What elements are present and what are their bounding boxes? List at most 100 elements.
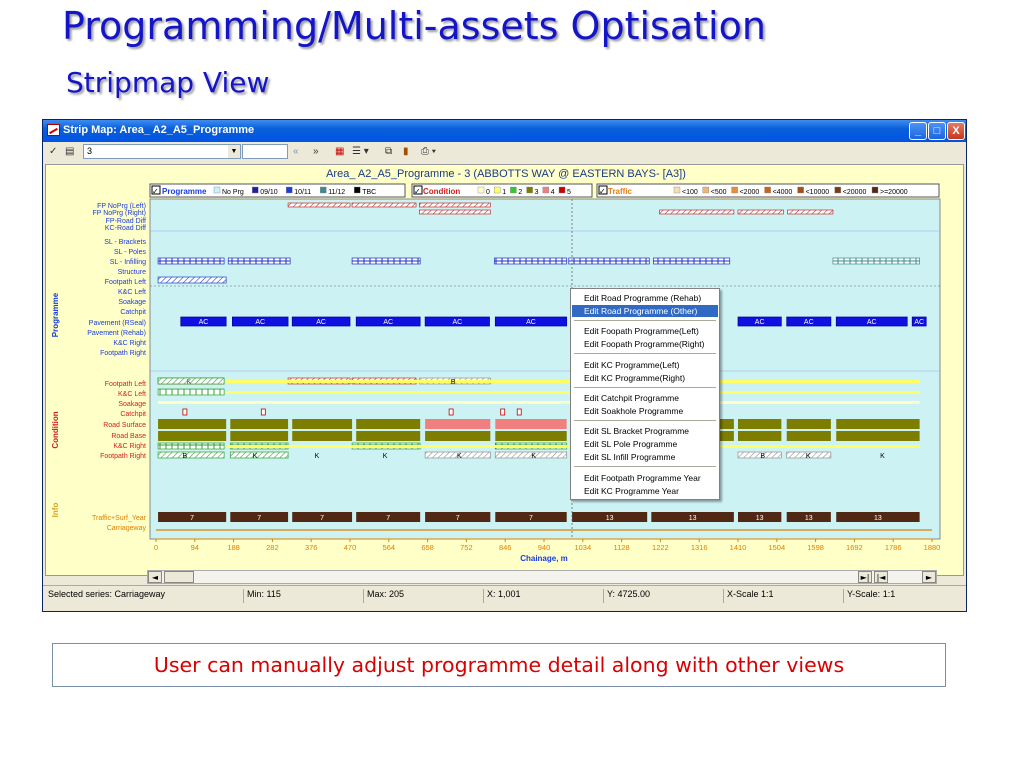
pavement-rseal-segment[interactable] (737, 316, 782, 327)
traffic-segment[interactable] (495, 512, 567, 522)
road-base-segment[interactable] (230, 431, 289, 441)
nav-forward-button[interactable]: » (313, 146, 319, 157)
pavement-rseal-segment[interactable] (180, 316, 227, 327)
sl-infill-segment[interactable] (653, 257, 731, 265)
menu-item-footpath-left[interactable]: Edit Foopath Programme(Left) (584, 326, 699, 336)
cond-footpath-left[interactable] (157, 377, 225, 385)
list-icon[interactable]: ☰ ▾ (352, 146, 369, 157)
close-button[interactable]: X (947, 122, 965, 140)
menu-item-kc-left[interactable]: Edit KC Programme(Left) (584, 360, 680, 370)
pavement-rseal-segment[interactable] (291, 316, 351, 327)
road-base-segment[interactable] (738, 431, 782, 441)
road-base-segment[interactable] (786, 431, 831, 441)
menu-item-soakhole[interactable]: Edit Soakhole Programme (584, 406, 684, 416)
legend-programme[interactable]: ✓ Programme No Prg 09/10 10/11 11/12 TBC (149, 183, 406, 198)
scroll-end-right-button[interactable]: ►| (858, 571, 872, 583)
pavement-rseal-segment[interactable] (911, 316, 927, 327)
sl-infill-segment[interactable] (832, 257, 920, 265)
legend-traffic[interactable]: ✓ Traffic <100 <500 <2000 <4000 <10000 <20000… (596, 183, 940, 198)
pavement-rseal-segment[interactable] (232, 316, 289, 327)
cond-kc-right[interactable] (157, 442, 225, 450)
copy-2-icon[interactable]: ⧉ (385, 146, 393, 157)
window-titlebar[interactable]: Strip Map: Area_ A2_A5_Programme _ □ X (43, 120, 966, 142)
road-base-segment[interactable] (495, 431, 567, 441)
traffic-segment[interactable] (738, 512, 782, 522)
sl-infill-segment[interactable] (227, 257, 291, 265)
catchpit-marker[interactable] (448, 408, 454, 416)
horizontal-scrollbar[interactable]: ◄ ►| |◄ ► (147, 570, 937, 584)
fp-noprg-segment[interactable] (287, 202, 351, 208)
minimize-button[interactable]: _ (909, 122, 927, 140)
stripmap-plot[interactable]: Area_ A2_A5_Programme - 3 (ABBOTTS WAY @… (45, 164, 964, 576)
nav-back-button[interactable]: « (293, 146, 299, 157)
traffic-segment[interactable] (230, 512, 289, 522)
road-surface-segment[interactable] (836, 419, 920, 429)
chevron-down-icon[interactable]: ▼ (228, 145, 240, 158)
menu-item-footpath-year[interactable]: Edit Footpath Programme Year (584, 473, 701, 483)
cond-footpath-right[interactable] (157, 451, 225, 459)
sl-infill-segment[interactable] (494, 257, 568, 265)
traffic-segment[interactable] (425, 512, 491, 522)
road-base-segment[interactable] (836, 431, 920, 441)
road-surface-segment[interactable] (158, 419, 227, 429)
catchpit-marker[interactable] (260, 408, 266, 416)
fp-noprg-right-segment[interactable] (418, 209, 491, 215)
traffic-segment[interactable] (786, 512, 831, 522)
programme-select[interactable]: 3 ▼ (83, 144, 241, 159)
stripmap-canvas[interactable]: Area_ A2_A5_Programme - 3 (ABBOTTS WAY @… (46, 165, 964, 576)
pavement-rseal-segment[interactable] (424, 316, 490, 327)
road-base-segment[interactable] (158, 431, 227, 441)
fp-noprg-segment[interactable] (418, 202, 491, 208)
sl-infill-segment[interactable] (351, 257, 421, 265)
traffic-segment[interactable] (158, 512, 227, 522)
cond-footpath-right[interactable] (424, 451, 491, 459)
search-input[interactable] (242, 144, 288, 159)
fp-noprg-right-segment[interactable] (659, 209, 735, 215)
scroll-left-button[interactable]: ◄ (148, 571, 162, 583)
menu-item-sl-pole[interactable]: Edit SL Pole Programme (584, 439, 678, 449)
fp-noprg-right-segment[interactable] (787, 209, 834, 215)
menu-item-road-rehab[interactable]: Edit Road Programme (Rehab) (584, 293, 702, 303)
footpath-left-programme[interactable] (157, 276, 227, 284)
pavement-rseal-segment[interactable] (786, 316, 832, 327)
plot-area[interactable] (149, 198, 941, 540)
road-base-segment[interactable] (356, 431, 421, 441)
traffic-segment[interactable] (356, 512, 421, 522)
menu-item-road-other[interactable]: Edit Road Programme (Other) (572, 305, 718, 317)
chart-icon[interactable]: ▦ (335, 146, 345, 157)
menu-item-sl-bracket[interactable]: Edit SL Bracket Programme (584, 426, 690, 436)
road-surface-segment[interactable] (356, 419, 421, 429)
bar-chart-icon[interactable]: ▮ (403, 146, 409, 157)
menu-item-kc-right[interactable]: Edit KC Programme(Right) (584, 373, 686, 383)
cond-footpath-right[interactable] (494, 451, 568, 459)
catchpit-marker[interactable] (500, 408, 506, 416)
scroll-right-button[interactable]: ► (922, 571, 936, 583)
traffic-segment[interactable] (651, 512, 734, 522)
road-surface-segment[interactable] (738, 419, 782, 429)
sl-infill-segment[interactable] (568, 257, 650, 265)
pavement-rseal-segment[interactable] (494, 316, 568, 327)
road-base-segment[interactable] (425, 431, 491, 441)
sl-infill-segment[interactable] (157, 257, 225, 265)
catchpit-marker[interactable] (516, 408, 522, 416)
copy-icon[interactable]: ▤ (65, 146, 75, 157)
pavement-rseal-segment[interactable] (355, 316, 421, 327)
maximize-button[interactable]: □ (928, 122, 946, 140)
catchpit-marker[interactable] (182, 408, 188, 416)
road-surface-segment[interactable] (786, 419, 831, 429)
cond-soakage[interactable] (158, 401, 920, 404)
traffic-segment[interactable] (292, 512, 353, 522)
road-surface-segment[interactable] (425, 419, 491, 429)
filter-icon[interactable]: ✓ (49, 146, 58, 157)
traffic-segment[interactable] (572, 512, 648, 522)
traffic-segment[interactable] (836, 512, 920, 522)
fp-noprg-right-segment[interactable] (737, 209, 784, 215)
print-icon[interactable]: ⎙ ▾ (421, 146, 436, 157)
legend-condition[interactable]: ✓ Condition 0 1 2 3 4 5 (411, 183, 593, 198)
scroll-end-left-button[interactable]: |◄ (874, 571, 888, 583)
fp-noprg-segment[interactable] (351, 202, 417, 208)
road-surface-segment[interactable] (495, 419, 567, 429)
menu-item-kc-year[interactable]: Edit KC Programme Year (584, 486, 679, 496)
cond-kc-left[interactable] (157, 388, 225, 396)
road-surface-segment[interactable] (230, 419, 289, 429)
